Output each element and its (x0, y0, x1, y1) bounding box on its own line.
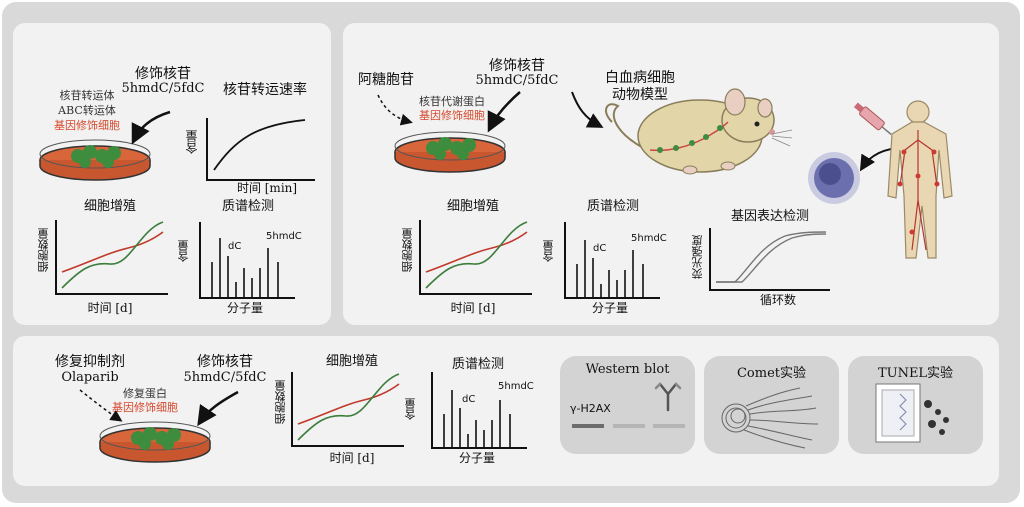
lt-rate-title: 核苷转运速率 (223, 82, 307, 98)
bt-ms-chart (431, 372, 527, 449)
lt-ms-chart (199, 222, 295, 299)
western-blot-bands (572, 424, 685, 428)
rt-ms-peak-dc: dC (593, 243, 607, 254)
rt-nucleoside-arrow (487, 91, 521, 133)
comet-assay-title: Comet实验 (736, 366, 807, 381)
syringe-icon (853, 102, 892, 136)
lt-nucleoside-arrow (131, 110, 171, 145)
rt-prolif-chart (419, 220, 532, 295)
leukemia-cell-icon (808, 152, 860, 204)
bt-ms-peak-5hmdc: 5hmdC (498, 381, 534, 392)
comet-assay-box: Comet实验 (704, 356, 839, 454)
lt-abc-transporter: ABC转运体 (58, 104, 116, 117)
lt-prolif-title: 细胞增殖 (83, 199, 136, 214)
rt-metabolic-protein: 核苷代谢蛋白 (419, 95, 485, 108)
lt-nucleosides: 5hmdC/5fdC (121, 81, 205, 96)
lt-engineered-cell: 基因修饰细胞 (54, 119, 120, 132)
antibody-icon (654, 382, 682, 412)
lt-prolif-xlabel: 时间 [d] (87, 301, 133, 315)
bt-inhibitor-arrow (79, 389, 123, 422)
rt-prolif-title: 细胞增殖 (446, 199, 499, 214)
lt-ms-peak-5hmdc: 5hmdC (266, 231, 302, 242)
bt-nucleoside-arrow (197, 390, 239, 427)
bt-inhibitor: 修复抑制剂 (55, 354, 125, 370)
bt-nucleosides: 5hmdC/5fdC (183, 370, 267, 385)
rt-nucleosides: 5hmdC/5fdC (475, 73, 559, 88)
rt-ms-peak-5hmdc: 5hmdC (631, 233, 667, 244)
rt-ms-title: 质谱检测 (586, 199, 639, 214)
bt-modified-nucleoside: 修饰核苷 (197, 354, 253, 370)
lt-prolif-chart (55, 220, 168, 295)
lt-modified-nucleoside: 修饰核苷 (135, 66, 191, 82)
rt-prolif-xlabel: 时间 [d] (450, 301, 496, 315)
bt-ms-title: 质谱检测 (451, 357, 504, 372)
mouse-icon (604, 88, 793, 175)
petri-dish-icon (99, 421, 211, 463)
bt-prolif-title: 细胞增殖 (325, 354, 378, 369)
bt-engineered-cell: 基因修饰细胞 (112, 401, 178, 414)
rt-qpcr-xlabel: 循环数 (759, 293, 796, 307)
western-blot-title: Western blot (585, 362, 670, 377)
lt-ms-peak-dc: dC (228, 241, 242, 252)
rt-ms-chart (564, 222, 660, 299)
lt-transporters: 核苷转运体 (59, 89, 115, 102)
western-blot-label: γ-H2AX (570, 402, 611, 415)
rt-to-mouse-arrow (571, 91, 604, 128)
rt-model-line1: 白血病细胞 (605, 70, 675, 86)
rt-ms-xlabel: 分子量 (591, 301, 628, 315)
bt-ms-xlabel: 分子量 (458, 451, 495, 465)
rt-engineered-cell: 基因修饰细胞 (419, 109, 485, 122)
tunel-icon (875, 383, 949, 443)
bt-repair-protein: 修复蛋白 (123, 387, 167, 400)
bt-prolif-xlabel: 时间 [d] (329, 451, 375, 465)
rt-drug-arrow (377, 94, 413, 126)
tunel-assay-title: TUNEL实验 (877, 366, 954, 381)
rt-drug: 阿糖胞苷 (358, 72, 414, 88)
lt-ms-xlabel: 分子量 (226, 301, 263, 315)
bt-olaparib: Olaparib (61, 370, 119, 385)
lt-ms-title: 质谱检测 (221, 199, 274, 214)
lt-rate-chart (206, 118, 315, 181)
human-body-icon (887, 100, 953, 259)
petri-dish-icon (394, 131, 506, 173)
bt-prolif-chart (291, 372, 404, 447)
lt-rate-xlabel: 时间 [min] (236, 181, 298, 195)
comet-icon (721, 387, 819, 449)
rt-qpcr-title: 基因表达检测 (730, 209, 809, 224)
rt-modified-nucleoside: 修饰核苷 (489, 58, 545, 74)
western-blot-box: Western blot γ-H2AX (560, 356, 695, 454)
petri-dish-icon (39, 139, 151, 181)
rt-model-line2: 动物模型 (612, 87, 668, 103)
bt-ms-peak-dc: dC (462, 394, 476, 405)
rt-qpcr-chart (709, 228, 830, 291)
